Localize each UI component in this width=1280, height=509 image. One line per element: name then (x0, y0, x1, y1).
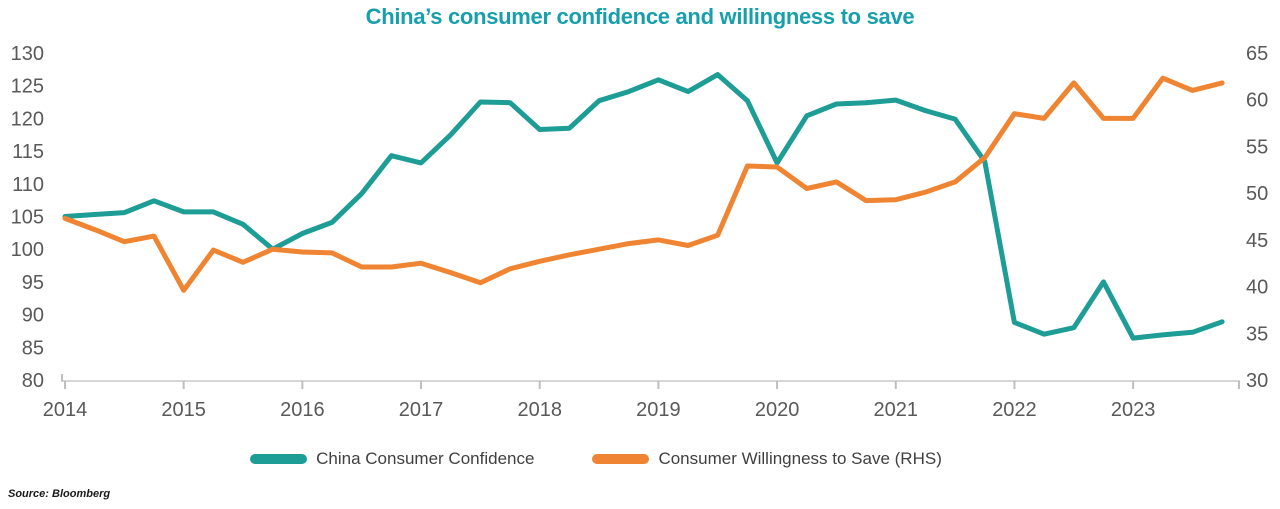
right-axis-label-55: 55 (1246, 136, 1268, 158)
left-axis-label-115: 115 (12, 141, 44, 163)
x-axis-label-2014: 2014 (43, 399, 88, 421)
right-axis-label-35: 35 (1246, 323, 1268, 345)
orange-line-swatch-icon (592, 454, 650, 464)
source-attribution: Source: Bloomberg (8, 488, 111, 500)
line-chart-plot-area: 2014 2015 2016 2017 2018 2019 2020 2021 2022 2023… (11, 43, 1269, 421)
x-axis-label-2017: 2017 (399, 399, 444, 421)
x-axis-label-2023: 2023 (1111, 399, 1156, 421)
right-axis-label-65: 65 (1246, 43, 1268, 65)
left-axis-label-95: 95 (22, 272, 44, 294)
chart-title: China’s consumer confidence and willingn… (365, 4, 915, 29)
right-axis-label-50: 50 (1246, 183, 1268, 205)
left-axis-label-80: 80 (22, 370, 44, 392)
left-axis-label-125: 125 (11, 76, 44, 98)
x-axis-label-2015: 2015 (161, 399, 206, 421)
x-axis-label-2019: 2019 (636, 399, 681, 421)
right-axis-label-45: 45 (1246, 230, 1268, 252)
chart-legend: China Consumer Confidence Consumer Willi… (0, 449, 1236, 469)
x-axis-label-2018: 2018 (517, 399, 562, 421)
legend-label-consumer-confidence: China Consumer Confidence (316, 449, 535, 468)
left-axis-label-100: 100 (11, 239, 44, 261)
legend-item-consumer-confidence: China Consumer Confidence (250, 449, 534, 469)
left-axis-label-85: 85 (22, 337, 44, 359)
left-axis-label-130: 130 (11, 43, 44, 65)
x-axis-label-2021: 2021 (874, 399, 919, 421)
x-axis-label-2016: 2016 (280, 399, 325, 421)
right-axis-label-40: 40 (1246, 277, 1268, 299)
series-line-china-consumer-confidence (62, 72, 1225, 341)
right-axis-label-30: 30 (1246, 370, 1268, 392)
legend-item-willingness-to-save: Consumer Willingness to Save (RHS) (592, 449, 942, 469)
series-line-consumer-willingness-to-save-rhs- (62, 75, 1225, 293)
left-axis-label-120: 120 (11, 108, 44, 130)
left-axis-label-105: 105 (11, 207, 44, 229)
right-axis-label-60: 60 (1246, 90, 1268, 112)
left-axis-label-110: 110 (12, 174, 44, 196)
left-axis-label-90: 90 (22, 305, 44, 327)
x-axis-label-2022: 2022 (992, 399, 1037, 421)
legend-label-willingness-to-save: Consumer Willingness to Save (RHS) (658, 449, 942, 468)
teal-line-swatch-icon (250, 454, 308, 464)
x-axis-label-2020: 2020 (755, 399, 800, 421)
